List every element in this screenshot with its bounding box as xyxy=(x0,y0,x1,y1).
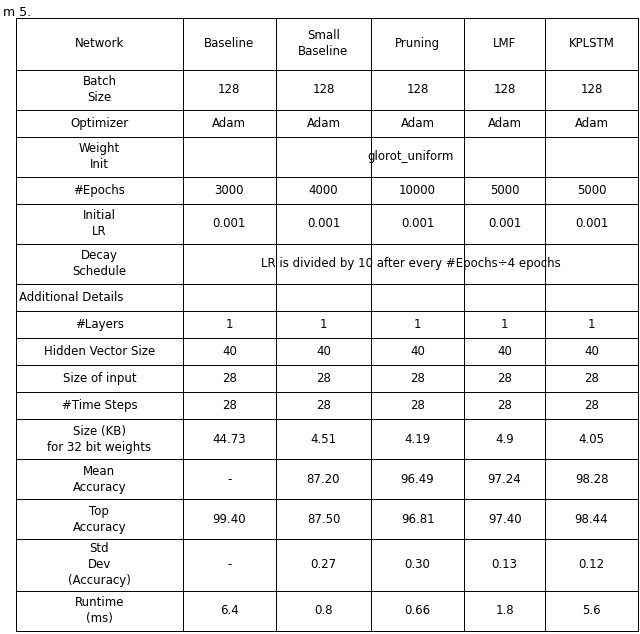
Text: 4.19: 4.19 xyxy=(404,432,431,446)
Text: 0.001: 0.001 xyxy=(307,217,340,230)
Text: Network: Network xyxy=(75,37,124,50)
Text: glorot_uniform: glorot_uniform xyxy=(367,150,454,163)
Text: Optimizer: Optimizer xyxy=(70,117,129,129)
Text: #Layers: #Layers xyxy=(75,318,124,331)
Text: Size of input: Size of input xyxy=(63,372,136,385)
Text: 96.81: 96.81 xyxy=(401,512,435,526)
Text: 5.6: 5.6 xyxy=(582,604,601,618)
Text: 128: 128 xyxy=(218,83,241,96)
Text: 1: 1 xyxy=(225,318,233,331)
Text: Adam: Adam xyxy=(307,117,340,129)
Text: 4000: 4000 xyxy=(308,184,339,197)
Text: 0.001: 0.001 xyxy=(488,217,521,230)
Text: 4.51: 4.51 xyxy=(310,432,337,446)
Text: Runtime
(ms): Runtime (ms) xyxy=(75,597,124,625)
Text: Initial
LR: Initial LR xyxy=(83,209,116,238)
Text: 1: 1 xyxy=(414,318,421,331)
Text: 128: 128 xyxy=(493,83,516,96)
Text: 98.28: 98.28 xyxy=(575,472,608,486)
Text: Adam: Adam xyxy=(401,117,435,129)
Text: Hidden Vector Size: Hidden Vector Size xyxy=(44,345,155,358)
Text: m 5.: m 5. xyxy=(3,6,31,19)
Text: 0.13: 0.13 xyxy=(492,559,518,571)
Text: Adam: Adam xyxy=(212,117,246,129)
Text: 128: 128 xyxy=(580,83,603,96)
Text: 87.50: 87.50 xyxy=(307,512,340,526)
Text: 28: 28 xyxy=(316,372,331,385)
Text: 0.12: 0.12 xyxy=(579,559,605,571)
Text: 99.40: 99.40 xyxy=(212,512,246,526)
Text: 96.49: 96.49 xyxy=(401,472,435,486)
Text: 1: 1 xyxy=(588,318,595,331)
Text: 10000: 10000 xyxy=(399,184,436,197)
Text: 0.8: 0.8 xyxy=(314,604,333,618)
Text: Decay
Schedule: Decay Schedule xyxy=(72,249,127,278)
Text: 1.8: 1.8 xyxy=(495,604,514,618)
Text: LR is divided by 10 after every #Epochs÷4 epochs: LR is divided by 10 after every #Epochs÷… xyxy=(260,257,560,270)
Text: 128: 128 xyxy=(406,83,429,96)
Text: 28: 28 xyxy=(584,399,599,412)
Text: 40: 40 xyxy=(497,345,512,358)
Text: Adam: Adam xyxy=(575,117,609,129)
Text: 28: 28 xyxy=(222,399,237,412)
Text: 128: 128 xyxy=(312,83,335,96)
Text: 0.001: 0.001 xyxy=(575,217,608,230)
Text: 28: 28 xyxy=(410,399,425,412)
Text: -: - xyxy=(227,559,232,571)
Text: 6.4: 6.4 xyxy=(220,604,239,618)
Text: Size (KB)
for 32 bit weights: Size (KB) for 32 bit weights xyxy=(47,425,152,453)
Text: Top
Accuracy: Top Accuracy xyxy=(72,505,126,534)
Text: Small
Baseline: Small Baseline xyxy=(298,29,349,58)
Text: LMF: LMF xyxy=(493,37,516,50)
Text: Weight
Init: Weight Init xyxy=(79,142,120,171)
Text: 0.001: 0.001 xyxy=(212,217,246,230)
Text: KPLSTM: KPLSTM xyxy=(568,37,614,50)
Text: 0.001: 0.001 xyxy=(401,217,435,230)
Text: 1: 1 xyxy=(501,318,508,331)
Text: 0.30: 0.30 xyxy=(404,559,431,571)
Text: Additional Details: Additional Details xyxy=(19,291,124,304)
Text: 87.20: 87.20 xyxy=(307,472,340,486)
Text: 0.66: 0.66 xyxy=(404,604,431,618)
Text: Mean
Accuracy: Mean Accuracy xyxy=(72,465,126,493)
Text: 28: 28 xyxy=(497,399,512,412)
Text: 40: 40 xyxy=(222,345,237,358)
Text: Batch
Size: Batch Size xyxy=(83,75,116,104)
Text: 1: 1 xyxy=(320,318,327,331)
Text: Pruning: Pruning xyxy=(395,37,440,50)
Text: 97.40: 97.40 xyxy=(488,512,522,526)
Text: 97.24: 97.24 xyxy=(488,472,522,486)
Text: 28: 28 xyxy=(497,372,512,385)
Text: 40: 40 xyxy=(410,345,425,358)
Text: -: - xyxy=(227,472,232,486)
Text: Std
Dev
(Accuracy): Std Dev (Accuracy) xyxy=(68,543,131,588)
Text: 28: 28 xyxy=(222,372,237,385)
Text: 5000: 5000 xyxy=(577,184,606,197)
Text: 40: 40 xyxy=(316,345,331,358)
Text: Baseline: Baseline xyxy=(204,37,255,50)
Text: Adam: Adam xyxy=(488,117,522,129)
Text: 4.05: 4.05 xyxy=(579,432,605,446)
Text: 44.73: 44.73 xyxy=(212,432,246,446)
Text: #Epochs: #Epochs xyxy=(74,184,125,197)
Text: #Time Steps: #Time Steps xyxy=(61,399,137,412)
Text: 40: 40 xyxy=(584,345,599,358)
Text: 98.44: 98.44 xyxy=(575,512,609,526)
Text: 5000: 5000 xyxy=(490,184,519,197)
Text: 28: 28 xyxy=(584,372,599,385)
Text: 3000: 3000 xyxy=(214,184,244,197)
Text: 0.27: 0.27 xyxy=(310,559,337,571)
Text: 28: 28 xyxy=(316,399,331,412)
Text: 28: 28 xyxy=(410,372,425,385)
Text: 4.9: 4.9 xyxy=(495,432,514,446)
